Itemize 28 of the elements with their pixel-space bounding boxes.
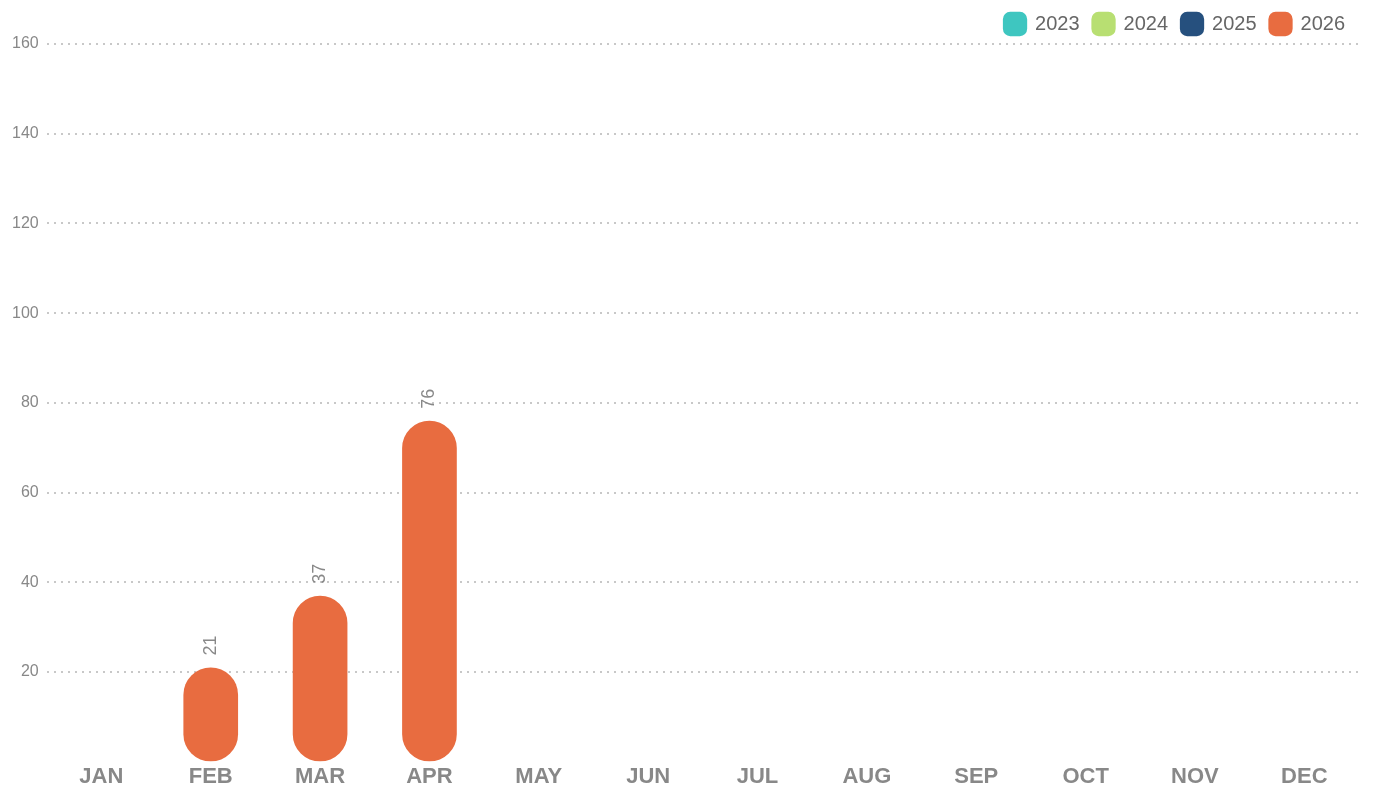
y-tick-label: 140 — [11, 124, 39, 142]
x-tick-label: APR — [406, 762, 453, 788]
x-tick-label: OCT — [1062, 762, 1110, 788]
y-tick-label: 40 — [20, 572, 39, 590]
y-tick-label: 100 — [11, 303, 39, 321]
x-tick-label: JUN — [626, 762, 671, 788]
legend-label: 2024 — [1123, 11, 1169, 34]
bar — [402, 420, 457, 762]
x-tick-label: MAR — [295, 762, 346, 788]
x-tick-label: JUL — [736, 762, 779, 788]
x-tick-label: NOV — [1171, 762, 1220, 788]
y-tick-label: 160 — [11, 34, 39, 52]
x-tick-label: AUG — [842, 762, 892, 788]
y-tick-label: 120 — [11, 213, 39, 231]
y-tick-label: 20 — [20, 662, 39, 680]
x-tick-label: FEB — [188, 762, 233, 788]
x-tick-label: MAY — [515, 762, 563, 788]
x-tick-label: DEC — [1281, 762, 1328, 788]
x-tick-label: SEP — [954, 762, 999, 788]
data-label: 21 — [199, 635, 220, 656]
y-tick-label: 60 — [20, 482, 39, 500]
legend-label: 2026 — [1300, 11, 1346, 34]
data-label: 76 — [418, 388, 439, 409]
data-label: 37 — [309, 563, 330, 584]
legend-label: 2023 — [1035, 11, 1080, 34]
x-tick-label: JAN — [79, 762, 124, 788]
y-tick-label: 80 — [20, 393, 39, 411]
legend-label: 2025 — [1212, 11, 1257, 34]
